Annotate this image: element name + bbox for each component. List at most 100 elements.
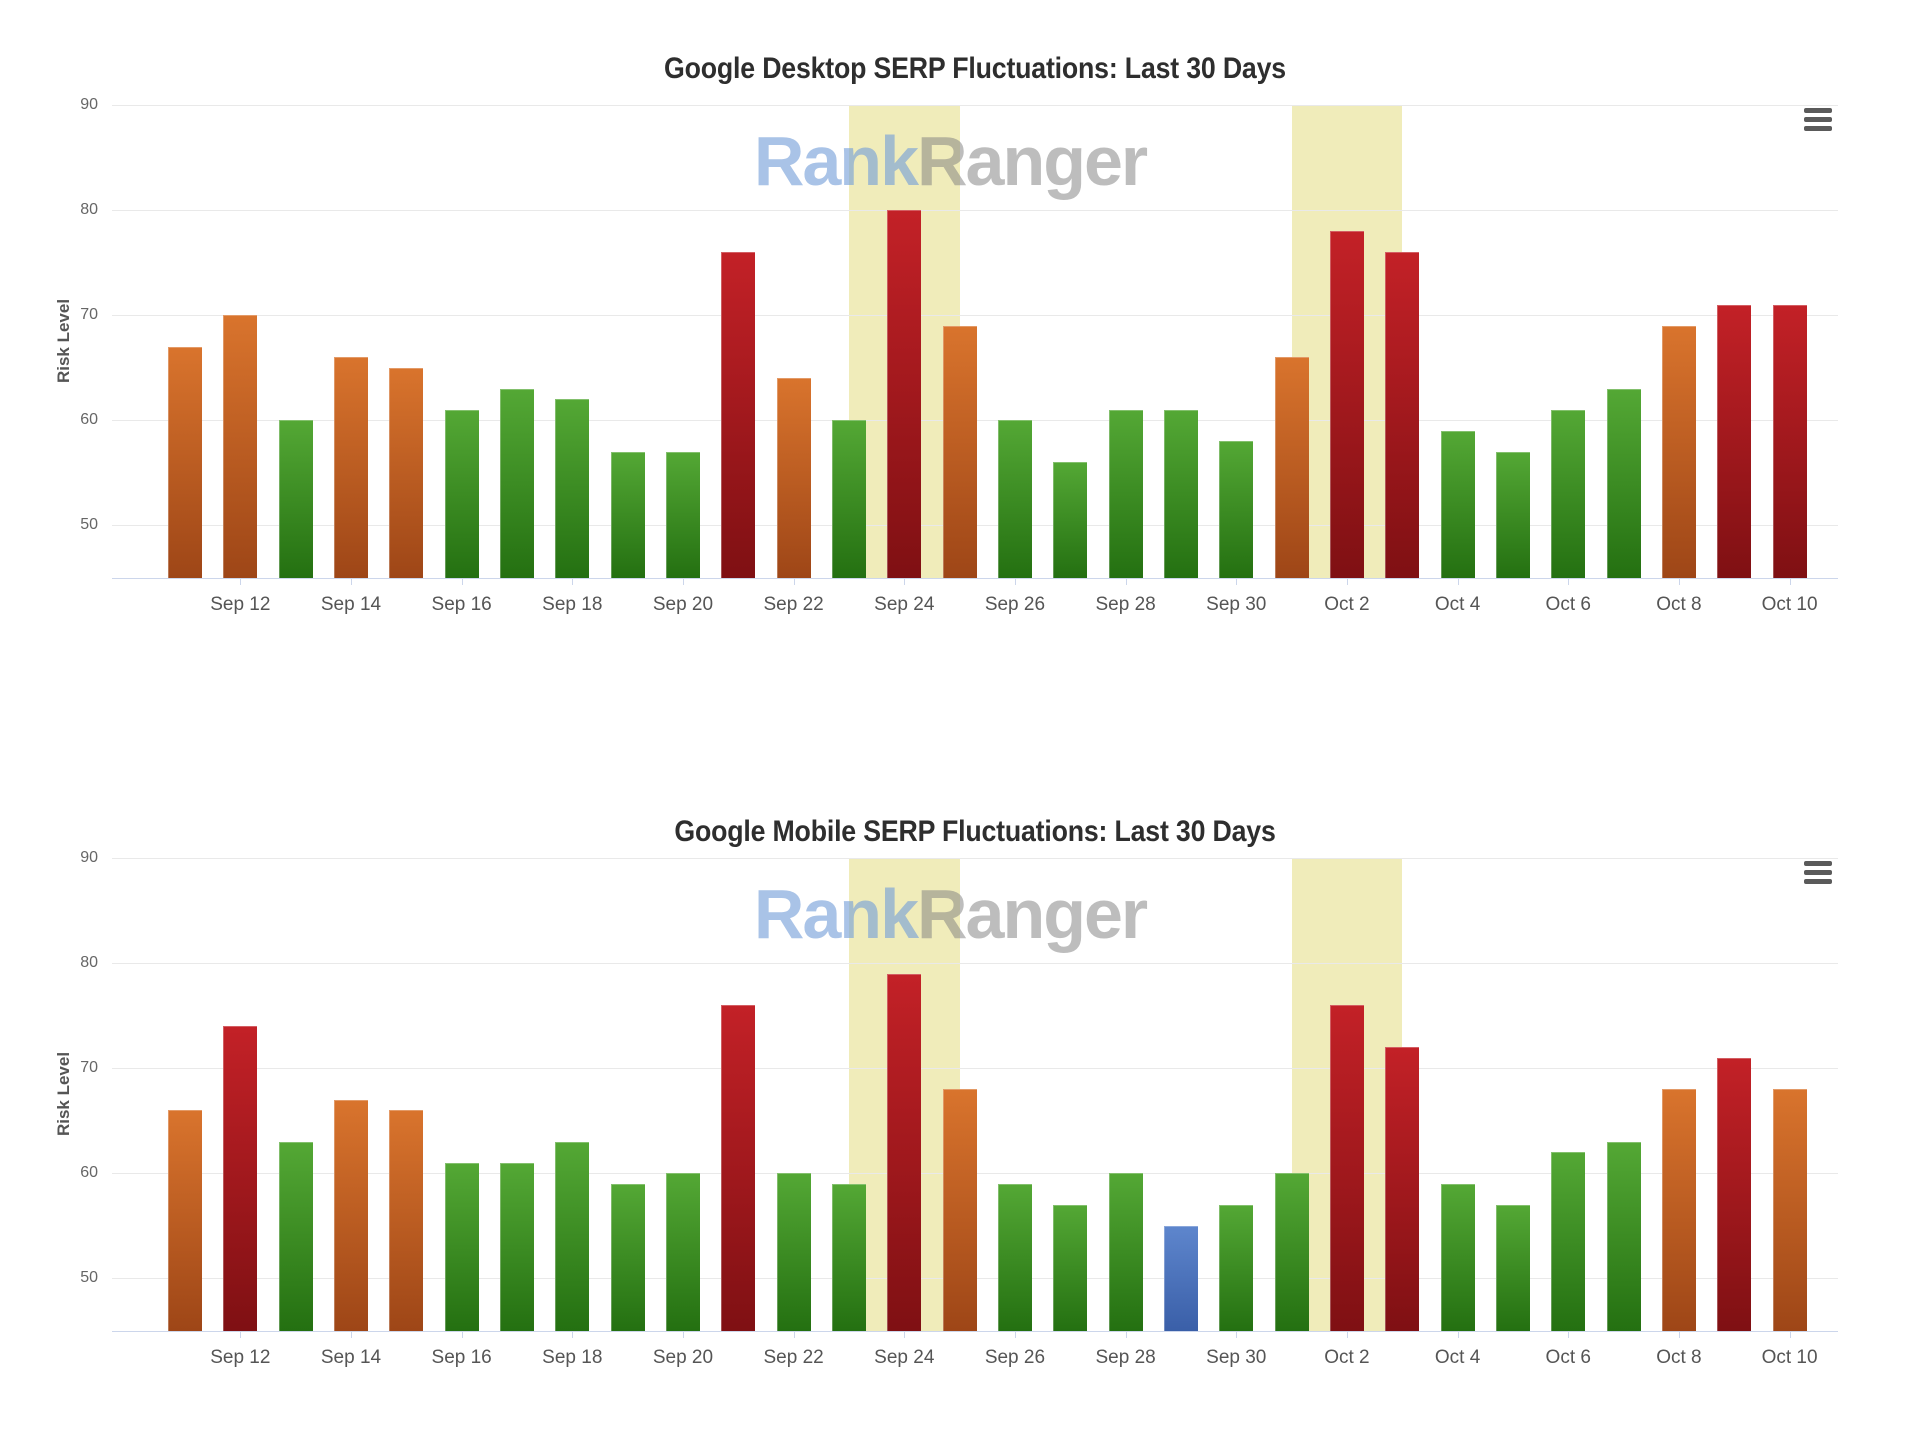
x-axis-label: Sep 30	[1206, 593, 1267, 615]
bar-sep-26[interactable]	[997, 1183, 1032, 1331]
x-axis-label: Sep 24	[874, 1346, 935, 1368]
bar-oct-5[interactable]	[1495, 1204, 1530, 1331]
axis-tick	[461, 577, 463, 585]
desktop-serp-chart: Google Desktop SERP Fluctuations: Last 3…	[0, 0, 1915, 700]
x-axis-label: Oct 6	[1545, 593, 1591, 615]
x-axis-label: Sep 18	[542, 593, 603, 615]
bar-sep-19[interactable]	[610, 451, 645, 578]
bar-sep-24[interactable]	[887, 973, 922, 1331]
bar-oct-10[interactable]	[1772, 304, 1807, 578]
bar-oct-9[interactable]	[1717, 1057, 1752, 1331]
bar-sep-27[interactable]	[1053, 462, 1088, 578]
bar-sep-18[interactable]	[555, 1141, 590, 1331]
axis-tick	[1346, 1330, 1348, 1338]
bar-sep-11[interactable]	[168, 1110, 202, 1331]
bar-sep-30[interactable]	[1219, 441, 1254, 578]
gridline	[112, 1068, 1838, 1069]
hamburger-icon[interactable]	[1804, 861, 1832, 884]
bar-sep-19[interactable]	[610, 1183, 645, 1331]
axis-tick	[793, 577, 795, 585]
chart-title: Google Mobile SERP Fluctuations: Last 30…	[674, 815, 1276, 848]
bar-sep-21[interactable]	[721, 1005, 756, 1331]
axis-tick	[1568, 1330, 1570, 1338]
bar-oct-6[interactable]	[1551, 1152, 1586, 1331]
x-axis-label: Sep 16	[431, 593, 492, 615]
bar-sep-25[interactable]	[942, 1089, 977, 1331]
bar-sep-15[interactable]	[389, 1110, 424, 1331]
bar-oct-4[interactable]	[1440, 1183, 1475, 1331]
axis-tick	[1457, 577, 1459, 585]
gridline	[112, 210, 1838, 211]
bar-oct-10[interactable]	[1772, 1089, 1807, 1331]
x-axis-label: Sep 12	[210, 1346, 271, 1368]
x-axis-label: Sep 22	[763, 1346, 824, 1368]
bar-oct-4[interactable]	[1440, 430, 1475, 578]
hamburger-icon[interactable]	[1804, 108, 1832, 131]
axis-tick	[1125, 577, 1127, 585]
bar-sep-16[interactable]	[444, 409, 479, 578]
bar-sep-26[interactable]	[997, 420, 1032, 578]
axis-tick	[240, 1330, 242, 1338]
y-axis-label: 90	[80, 849, 98, 866]
bar-oct-9[interactable]	[1717, 304, 1752, 578]
bar-sep-28[interactable]	[1108, 1173, 1143, 1331]
axis-tick	[1014, 1330, 1016, 1338]
bar-oct-5[interactable]	[1495, 451, 1530, 578]
axis-tick	[682, 577, 684, 585]
x-axis-label: Sep 16	[431, 1346, 492, 1368]
bar-sep-15[interactable]	[389, 367, 424, 578]
axis-tick	[1457, 1330, 1459, 1338]
bar-sep-17[interactable]	[499, 1162, 534, 1331]
x-axis-label: Sep 22	[763, 593, 824, 615]
bar-sep-22[interactable]	[776, 378, 811, 578]
bar-sep-11[interactable]	[168, 346, 202, 578]
axis-tick	[240, 577, 242, 585]
x-axis-label: Sep 30	[1206, 1346, 1267, 1368]
bar-sep-25[interactable]	[942, 325, 977, 578]
axis-tick	[1789, 1330, 1791, 1338]
axis-tick	[1236, 577, 1238, 585]
gridline	[112, 315, 1838, 316]
bar-sep-17[interactable]	[499, 388, 534, 578]
x-axis-label: Sep 28	[1095, 593, 1156, 615]
bar-sep-21[interactable]	[721, 252, 756, 578]
bar-sep-13[interactable]	[278, 1141, 313, 1331]
bar-sep-12[interactable]	[223, 1026, 258, 1331]
bar-sep-28[interactable]	[1108, 409, 1143, 578]
x-axis-label: Oct 10	[1761, 593, 1818, 615]
bar-sep-23[interactable]	[831, 420, 866, 578]
bar-sep-14[interactable]	[333, 1099, 368, 1331]
y-axis-label: 60	[80, 1164, 98, 1181]
bar-sep-24[interactable]	[887, 210, 922, 578]
axis-tick	[1568, 577, 1570, 585]
bar-oct-3[interactable]	[1385, 1047, 1420, 1331]
bar-sep-22[interactable]	[776, 1173, 811, 1331]
bar-oct-3[interactable]	[1385, 252, 1420, 578]
bar-oct-6[interactable]	[1551, 409, 1586, 578]
bar-sep-20[interactable]	[665, 451, 700, 578]
bar-sep-27[interactable]	[1053, 1204, 1088, 1331]
bar-oct-2[interactable]	[1329, 1005, 1364, 1331]
axis-tick	[461, 1330, 463, 1338]
bar-sep-20[interactable]	[665, 1173, 700, 1331]
bar-oct-7[interactable]	[1606, 388, 1641, 578]
bar-sep-12[interactable]	[223, 315, 258, 578]
bar-sep-29[interactable]	[1163, 1225, 1198, 1331]
x-axis-line	[112, 577, 1838, 579]
bar-oct-2[interactable]	[1329, 231, 1364, 578]
bar-oct-1[interactable]	[1274, 357, 1309, 578]
bar-oct-1[interactable]	[1274, 1173, 1309, 1331]
bar-sep-30[interactable]	[1219, 1204, 1254, 1331]
axis-tick	[1678, 1330, 1680, 1338]
bar-sep-23[interactable]	[831, 1183, 866, 1331]
bar-sep-14[interactable]	[333, 357, 368, 578]
bar-oct-7[interactable]	[1606, 1141, 1641, 1331]
bar-sep-16[interactable]	[444, 1162, 479, 1331]
bar-sep-29[interactable]	[1163, 409, 1198, 578]
plot-area: 90 80 70 60 50 Sep 12 Sep 14 Sep 16 Sep 18 Sep 20…	[0, 0, 1915, 700]
bar-oct-8[interactable]	[1661, 1089, 1696, 1331]
bar-oct-8[interactable]	[1661, 325, 1696, 578]
bar-sep-18[interactable]	[555, 399, 590, 578]
y-axis-label: 80	[80, 201, 98, 218]
bar-sep-13[interactable]	[278, 420, 313, 578]
